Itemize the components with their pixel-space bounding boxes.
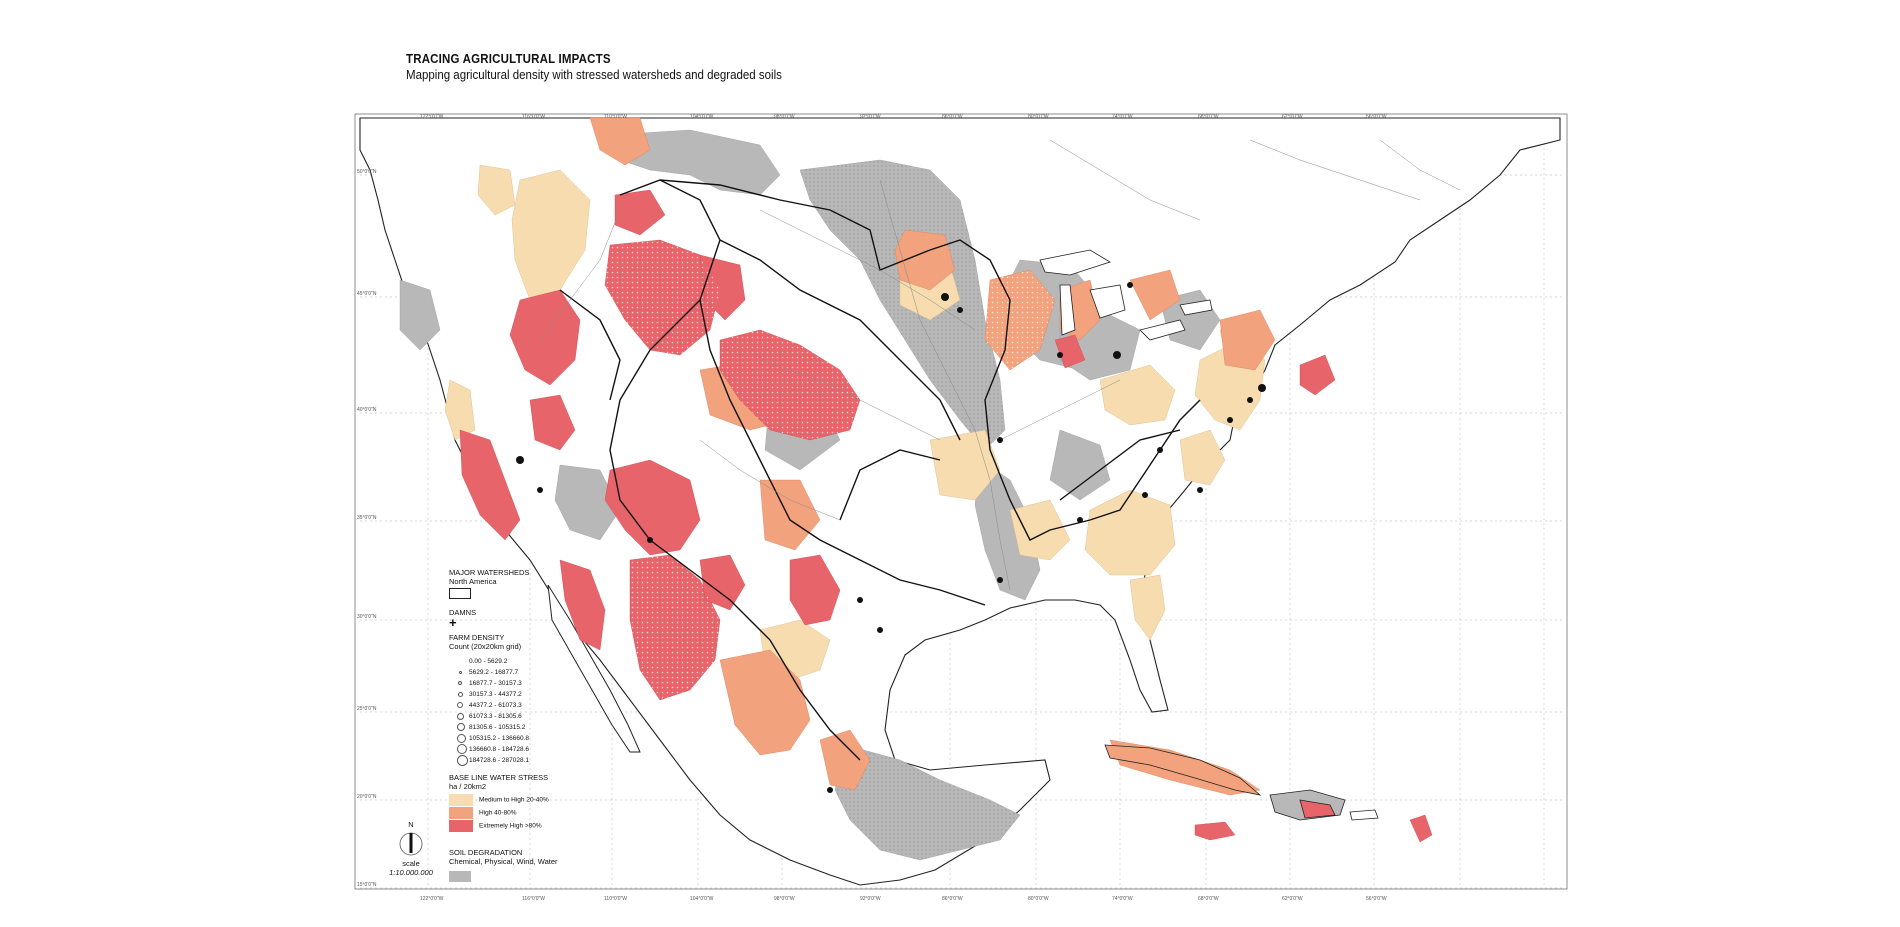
lon-label-top: 56°0'0"W	[1366, 114, 1387, 120]
lon-label-bottom: 122°0'0"W	[420, 896, 444, 902]
legend-farm-density-sub: Count (20x20km grid)	[449, 642, 522, 651]
lon-label-top: 74°0'0"W	[1112, 114, 1133, 120]
legend-item: 5629.2 - 16877.7	[457, 667, 518, 678]
legend-item: 61073.3 - 81305.6	[457, 711, 522, 722]
caribbean-islands	[1104, 744, 1379, 821]
watershed-boundaries	[559, 179, 1201, 761]
map-frame	[354, 113, 1568, 890]
lon-label-bottom: 116°0'0"W	[522, 896, 545, 902]
density-circle-icon	[457, 744, 467, 755]
legend-item: 81305.6 - 105315.2	[457, 722, 525, 733]
density-circle-icon	[457, 723, 465, 732]
river-network	[539, 139, 1461, 591]
legend-item: 136660.8 - 184728.6	[457, 744, 529, 755]
lat-label: 35°0'0"N	[357, 515, 377, 521]
lon-label-top: 80°0'0"W	[1028, 114, 1049, 120]
lon-label-bottom: 74°0'0"W	[1112, 896, 1133, 902]
urban-points	[516, 282, 1266, 793]
lon-label-top: 104°0'0"W	[690, 114, 714, 120]
density-circle-icon	[457, 712, 464, 720]
lat-label: 40°0'0"N	[357, 407, 377, 413]
legend-item: 16877.7 - 30157.3	[457, 678, 522, 689]
north-arrow-icon	[399, 832, 423, 856]
great-lakes	[1039, 249, 1213, 341]
legend-item: Extremely High >80%	[449, 820, 549, 833]
lon-label-top: 122°0'0"W	[420, 114, 444, 120]
water-stress-medium-layer	[444, 164, 1271, 681]
legend-item: 30157.3 - 44377.2	[457, 689, 522, 700]
density-circle-icon	[457, 691, 463, 697]
legend-item: 0.00 - 5629.2	[469, 658, 508, 665]
lon-label-top: 116°0'0"W	[522, 114, 545, 120]
lon-label-bottom: 98°0'0"W	[774, 896, 795, 902]
lat-label: 45°0'0"N	[357, 291, 377, 297]
map-title: TRACING AGRICULTURAL IMPACTS	[406, 52, 611, 66]
lon-label-top: 98°0'0"W	[774, 114, 795, 120]
lon-label-bottom: 92°0'0"W	[860, 896, 881, 902]
scale-ratio: 1:10.000.000	[389, 868, 433, 877]
density-circle-icon	[457, 755, 468, 766]
watershed-swatch	[449, 588, 471, 599]
water-stress-medium-swatch	[449, 794, 473, 806]
legend-water-stress-sub: ha / 20km2	[449, 782, 487, 791]
lon-label-bottom: 86°0'0"W	[942, 896, 963, 902]
legend-item: 184728.6 - 287028.1	[457, 755, 529, 766]
lon-label-top: 62°0'0"W	[1282, 114, 1303, 120]
graticule-labels: 122°0'0"W 116°0'0"W 110°0'0"W 104°0'0"W …	[357, 114, 1387, 902]
soil-degradation-swatch	[449, 871, 471, 882]
north-label: N	[408, 820, 414, 829]
legend-watersheds-sub: North America	[449, 577, 497, 586]
lon-label-top: 86°0'0"W	[942, 114, 963, 120]
scale-label: scale	[402, 859, 420, 868]
lon-label-bottom: 68°0'0"W	[1198, 896, 1219, 902]
density-circle-icon	[458, 681, 462, 686]
legend-soil-sub: Chemical, Physical, Wind, Water	[449, 857, 558, 866]
legend-item: High 40-80%	[449, 807, 549, 820]
lat-label: 20°0'0"N	[357, 794, 377, 800]
map-subtitle: Mapping agricultural density with stress…	[406, 68, 782, 82]
legend-damns-title: DAMNS	[449, 608, 477, 617]
legend-item: 105315.2 - 136660.8	[457, 733, 529, 744]
density-circle-icon	[457, 733, 466, 743]
lon-label-bottom: 104°0'0"W	[690, 896, 714, 902]
water-stress-high-swatch	[449, 807, 473, 819]
water-stress-extreme-swatch	[449, 820, 473, 832]
lon-label-top: 68°0'0"W	[1198, 114, 1219, 120]
legend-water-stress-title: BASE LINE WATER STRESS	[449, 773, 549, 782]
scale-block: N scale 1:10.000.000	[381, 820, 441, 877]
lon-label-bottom: 110°0'0"W	[604, 896, 627, 902]
lat-label: 50°0'0"N	[357, 169, 377, 175]
legend-watersheds-title: MAJOR WATERSHEDS	[449, 568, 530, 577]
lat-label: 15°0'0"N	[357, 882, 377, 888]
lon-label-bottom: 56°0'0"W	[1366, 896, 1387, 902]
density-circle-icon	[457, 702, 463, 709]
density-circle-icon	[458, 670, 462, 674]
lat-label: 25°0'0"N	[357, 706, 377, 712]
damn-symbol-icon: +	[449, 615, 457, 630]
legend-soil-title: SOIL DEGRADATION	[449, 848, 523, 857]
lat-label: 30°0'0"N	[357, 614, 377, 620]
lon-label-top: 110°0'0"W	[604, 114, 627, 120]
lon-label-bottom: 80°0'0"W	[1028, 896, 1049, 902]
lon-label-bottom: 62°0'0"W	[1282, 896, 1303, 902]
legend-farm-density-title: FARM DENSITY	[449, 633, 505, 642]
lon-label-top: 92°0'0"W	[860, 114, 881, 120]
legend-item: Medium to High 20-40%	[449, 794, 549, 807]
legend-item: 44377.2 - 61073.3	[457, 700, 522, 711]
